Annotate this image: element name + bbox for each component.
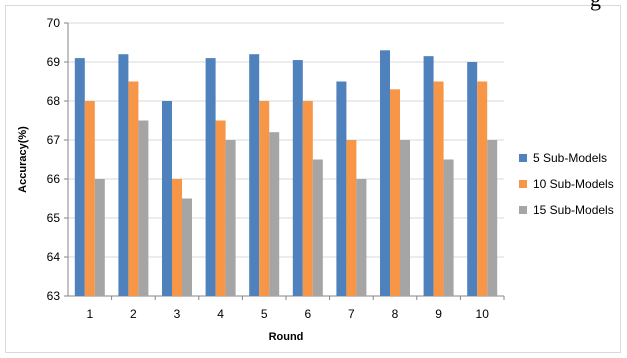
y-tick-labels: 63 64 65 66 67 68 69 70 (47, 16, 68, 303)
bar-10-sub-models-round-2 (128, 81, 139, 296)
bars (74, 50, 498, 297)
y-tick-label: 67 (47, 133, 61, 147)
cut-off-text: g (590, 0, 601, 12)
bar-10-sub-models-round-10 (477, 81, 488, 296)
x-tick-label: 10 (476, 307, 490, 321)
x-tick-label: 5 (261, 307, 268, 321)
bar-10-sub-models-round-3 (172, 179, 182, 296)
y-tick-label: 70 (47, 16, 61, 30)
y-tick-label: 68 (47, 94, 61, 108)
bar-10-sub-models-round-9 (433, 81, 444, 296)
bar-15-sub-models-round-3 (182, 198, 192, 296)
y-tick-label: 69 (47, 55, 61, 69)
bar-10-sub-models-round-7 (346, 140, 357, 296)
y-tick-label: 66 (47, 172, 61, 186)
y-tick-label: 63 (47, 289, 61, 303)
bar-10-sub-models-round-8 (390, 89, 400, 296)
bar-5-sub-models-round-10 (467, 62, 478, 296)
bar-5-sub-models-round-3 (162, 101, 172, 296)
x-tick-label: 2 (130, 307, 137, 321)
bar-10-sub-models-round-5 (259, 101, 270, 296)
x-tick-label: 1 (86, 307, 93, 321)
x-tick-label: 3 (174, 307, 181, 321)
bar-5-sub-models-round-4 (205, 58, 216, 296)
bar-15-sub-models-round-4 (225, 140, 236, 296)
legend-label: 5 Sub-Models (533, 151, 607, 165)
bar-15-sub-models-round-6 (312, 159, 323, 296)
bar-5-sub-models-round-9 (423, 56, 434, 297)
legend-swatch (519, 180, 527, 188)
legend-swatch (519, 154, 527, 162)
bar-15-sub-models-round-8 (400, 140, 410, 296)
bar-5-sub-models-round-8 (380, 50, 390, 296)
bar-5-sub-models-round-5 (249, 54, 260, 297)
x-tick-label: 9 (435, 307, 442, 321)
bar-10-sub-models-round-6 (302, 101, 313, 296)
bar-15-sub-models-round-5 (269, 132, 280, 296)
x-tick-label: 6 (304, 307, 311, 321)
bar-5-sub-models-round-2 (118, 54, 129, 297)
bar-10-sub-models-round-1 (84, 101, 95, 296)
bar-15-sub-models-round-10 (487, 140, 498, 296)
bar-15-sub-models-round-2 (138, 120, 149, 296)
bar-15-sub-models-round-7 (356, 179, 367, 296)
x-tick-label: 7 (348, 307, 355, 321)
legend: 5 Sub-Models 10 Sub-Models 15 Sub-Models (519, 151, 614, 217)
y-tick-label: 65 (47, 211, 61, 225)
legend-label: 15 Sub-Models (533, 203, 614, 217)
x-tick-label: 4 (217, 307, 224, 321)
y-tick-label: 64 (47, 250, 61, 264)
legend-swatch (519, 206, 527, 214)
bar-5-sub-models-round-7 (336, 81, 347, 296)
bar-10-sub-models-round-4 (215, 120, 226, 296)
bar-15-sub-models-round-1 (94, 179, 105, 296)
bar-5-sub-models-round-6 (292, 60, 303, 296)
legend-label: 10 Sub-Models (533, 177, 614, 191)
y-axis-title: Accuracy(%) (17, 126, 29, 193)
x-tick-label: 8 (392, 307, 399, 321)
x-tick-labels: 1 2 3 4 5 6 7 8 9 10 (86, 296, 505, 321)
x-axis-title: Round (269, 331, 304, 343)
bar-15-sub-models-round-9 (443, 159, 454, 296)
bar-5-sub-models-round-1 (74, 58, 85, 296)
